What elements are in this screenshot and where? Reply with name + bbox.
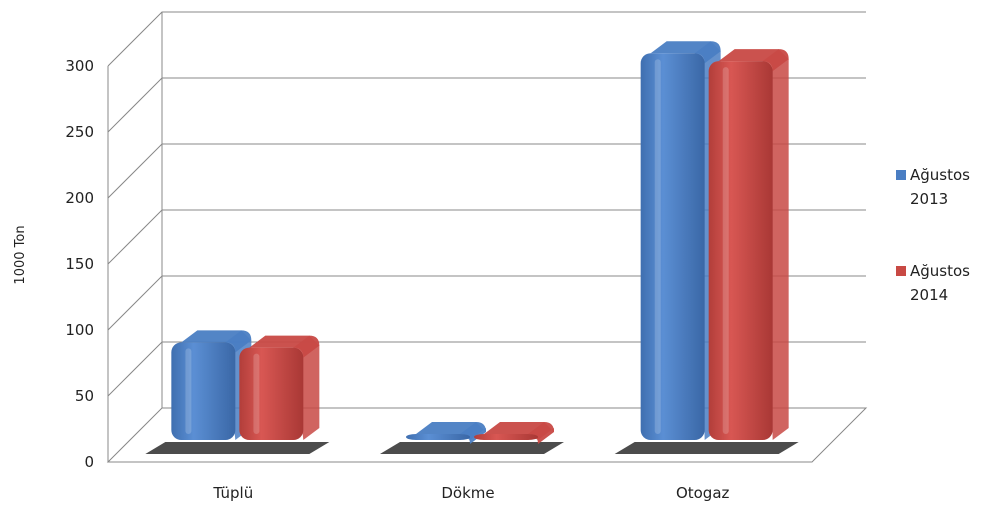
gridline (107, 341, 866, 397)
gridline (107, 143, 866, 199)
x-axis-labels: Tüplü Dökme Otogaz (212, 484, 729, 502)
x-category-label: Dökme (441, 484, 494, 502)
y-axis-title: 1000 Ton (13, 225, 28, 284)
legend-label: 2013 (910, 190, 948, 208)
y-tick-label: 150 (65, 255, 94, 273)
y-tick-label: 0 (84, 453, 94, 471)
y-tick-label: 100 (65, 321, 94, 339)
bar (406, 422, 486, 444)
bar-group-shadow (380, 442, 564, 454)
x-category-label: Otogaz (676, 484, 730, 502)
x-category-label: Tüplü (212, 484, 253, 502)
bar (239, 335, 320, 440)
bar-shadows (145, 442, 799, 454)
y-tick-label: 200 (65, 189, 94, 207)
y-axis-ticks: 0 50 100 150 200 250 300 (65, 57, 94, 471)
bar-group-shadow (614, 442, 799, 454)
gridline (107, 275, 866, 331)
legend-label: 2014 (910, 286, 948, 304)
legend-swatch (896, 170, 906, 180)
bar-group-shadow (145, 442, 330, 454)
legend-item: Ağustos 2014 (896, 262, 970, 304)
y-tick-label: 50 (75, 387, 94, 405)
gridlines (107, 11, 866, 397)
y-tick-label: 250 (65, 123, 94, 141)
legend-swatch (896, 266, 906, 276)
floor (106, 407, 868, 463)
y-tick-label: 300 (65, 57, 94, 75)
legend: Ağustos 2013 Ağustos 2014 (896, 166, 970, 304)
legend-item: Ağustos 2013 (896, 166, 970, 208)
bar (474, 422, 554, 444)
legend-label: Ağustos (910, 262, 970, 280)
bar (708, 49, 789, 440)
gridline (107, 209, 866, 265)
legend-label: Ağustos (910, 166, 970, 184)
gridline (107, 11, 866, 67)
bars (171, 41, 789, 444)
gridline (107, 77, 866, 133)
